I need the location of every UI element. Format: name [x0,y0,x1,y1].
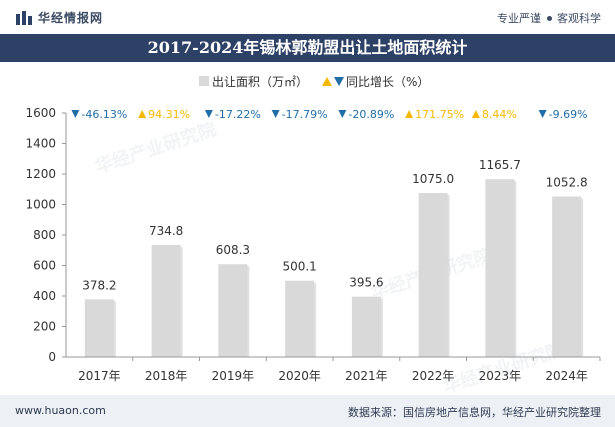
bar-value-label: 395.6 [349,276,383,290]
dot-icon [547,15,552,21]
legend-down-triangle-icon [334,77,344,86]
x-tick-label: 2020年 [278,369,321,383]
bars: 378.2 734.8 608.3 500.1 395.6 1075.0 1165.7 105… [82,158,588,357]
site-name: 华经情报网 [38,11,104,25]
bar-value-label: 1075.0 [412,172,454,186]
footer-website: www.huaon.com [15,404,106,417]
bar [151,244,181,357]
bar-value-label: 500.1 [282,260,316,274]
bar [418,193,448,357]
down-triangle-icon [271,110,280,118]
chart-title: 2017-2024年锡林郭勒盟出让土地面积统计 [147,38,468,57]
down-triangle-icon [338,110,347,118]
footer-source: 数据来源：国信房地产信息网，华经产业研究院整理 [348,406,601,419]
x-tick-label: 2018年 [145,369,188,383]
bar [285,280,315,357]
legend-up-triangle-icon [322,77,332,86]
growth-label: -46.13% [81,108,127,121]
up-triangle-icon [138,110,147,118]
down-triangle-icon [204,110,213,118]
footer-bar [0,395,615,427]
bar-value-label: 608.3 [216,243,250,257]
tagline: 专业严谨 客观科学 [497,10,601,26]
down-triangle-icon [538,110,547,118]
x-tick-label: 2019年 [212,369,255,383]
tagline-right: 客观科学 [557,12,601,25]
bar-value-label: 1052.8 [546,175,588,189]
bar-value-label: 1165.7 [479,158,521,172]
legend-bar-swatch [199,76,209,86]
growth-label: 8.44% [482,108,517,121]
growth-labels: -46.13% 94.31% -17.22% -17.79% -20.89% 171.75… [71,108,588,121]
growth-label: -17.22% [215,108,261,121]
y-tick-label: 1400 [25,137,56,151]
y-axis: 0 200 400 600 800 1000 1200 1400 1600 [25,106,67,364]
up-triangle-icon [471,110,480,118]
up-triangle-icon [405,110,414,118]
x-tick-label: 2023年 [479,369,522,383]
bar-chart: 出让面积（万㎡） 同比增长（%） 0 200 400 600 800 1000 1200 140… [25,75,601,383]
bar [351,296,381,357]
x-tick-label: 2024年 [545,369,588,383]
growth-label: -20.89% [348,108,394,121]
y-tick-label: 600 [33,259,56,273]
bar [84,299,114,357]
x-tick-label: 2017年 [78,369,121,383]
title-bar [0,34,615,62]
legend: 出让面积（万㎡） 同比增长（%） [199,75,429,89]
y-tick-label: 800 [33,228,56,242]
down-triangle-icon [71,110,80,118]
y-tick-label: 400 [33,289,56,303]
legend-growth-label: 同比增长（%） [346,75,429,89]
y-tick-label: 1200 [25,167,56,181]
growth-label: 94.31% [148,108,190,121]
logo-icon [16,11,32,25]
y-tick-label: 200 [33,320,56,334]
bar [218,264,248,357]
y-tick-label: 1000 [25,198,56,212]
growth-label: -9.69% [549,108,588,121]
x-tick-label: 2021年 [345,369,388,383]
growth-label: -17.79% [282,108,328,121]
bar-value-label: 734.8 [149,224,183,238]
top-bar [0,0,615,34]
legend-bar-label: 出让面积（万㎡） [212,75,308,89]
x-tick-label: 2022年 [412,369,455,383]
tagline-left: 专业严谨 [497,12,541,25]
growth-label: 171.75% [415,108,464,121]
bar [552,196,582,357]
y-tick-label: 0 [48,350,56,364]
bar-value-label: 378.2 [82,278,116,292]
y-tick-label: 1600 [25,106,56,120]
x-axis: 2017年 2018年 2019年 2020年 2021年 2022年 2023年 2024年 [66,356,601,383]
bar [485,179,515,357]
